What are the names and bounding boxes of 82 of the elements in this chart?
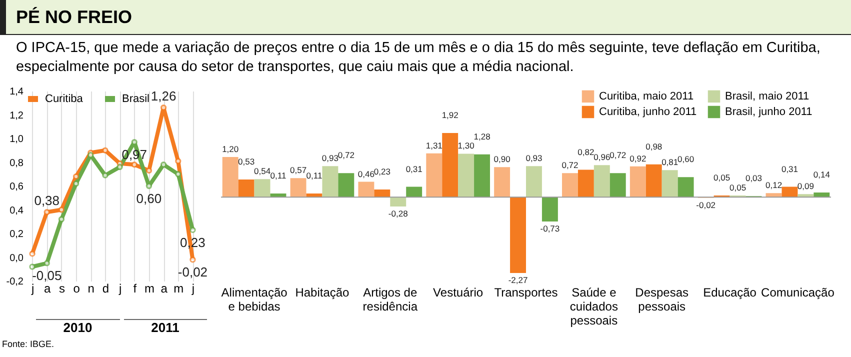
x-tick-label: Habitação — [295, 286, 350, 300]
data-label: 0,38 — [34, 193, 60, 208]
legend-label: Brasil, maio 2011 — [725, 90, 810, 102]
x-tick-label: Comunicação — [761, 286, 835, 300]
y-tick-label: 0,0 — [10, 252, 24, 264]
data-label: 0,12 — [765, 180, 782, 190]
y-tick-label: 1,2 — [10, 110, 24, 122]
legend-label: Curitiba — [45, 93, 84, 105]
chart-title: PÉ NO FREIO — [0, 0, 851, 35]
data-label: 0,14 — [813, 169, 830, 180]
data-label: 0,93 — [526, 153, 543, 164]
y-tick-label: 0,8 — [10, 158, 24, 169]
data-label: 0,72 — [562, 160, 579, 170]
x-tick-label: j — [118, 282, 122, 296]
data-label: 0,23 — [374, 166, 391, 176]
data-label: 1,26 — [150, 88, 176, 104]
data-label: -2,27 — [508, 275, 528, 285]
data-label: 0,54 — [254, 166, 271, 176]
text: O IPCA-15, que mede a variação de preços entre o dia 15 de um mês e o dia 15 do mês seguinte, teve deflação em Curitiba, especialmente por causa do setor de transportes, que caiu mais que a média nacional. — [15, 39, 822, 77]
x-tick-label: j — [190, 282, 195, 296]
data-label: 0,31 — [781, 164, 798, 174]
y-tick-label: -0,2 — [6, 276, 24, 288]
y-tick-label: 1,0 — [10, 134, 24, 145]
data-label: -0,73 — [540, 224, 560, 234]
legend-label: Brasil, junho 2011 — [725, 106, 812, 118]
data-label: 0,81 — [662, 157, 678, 168]
data-label: 0,05 — [729, 182, 746, 192]
data-label: 0,05 — [714, 172, 730, 182]
x-tick-label: n — [88, 282, 94, 296]
x-tick-label: m — [144, 282, 154, 296]
text: 2010 — [36, 319, 120, 335]
data-label: 1,28 — [474, 131, 491, 142]
x-tick-label: j — [30, 282, 34, 296]
x-tick-label: f — [133, 282, 138, 296]
data-label: 0,72 — [610, 150, 626, 160]
data-label: 1,31 — [426, 140, 443, 150]
x-tick-label: Despesas pessoais — [635, 286, 689, 314]
data-label: 0,09 — [797, 181, 814, 192]
data-label: 0,96 — [594, 152, 610, 162]
data-label: -0,05 — [32, 268, 62, 284]
x-tick-label: a — [160, 282, 168, 296]
y-tick-label: 0,4 — [10, 205, 24, 216]
x-tick-label: m — [174, 282, 184, 296]
data-label: -0,02 — [696, 200, 716, 210]
x-tick-label: Artigos de residência — [362, 286, 418, 314]
data-label: 0,57 — [290, 165, 307, 176]
data-label: 0,46 — [358, 168, 375, 179]
source-note: Fonte: IBGE. — [2, 339, 54, 349]
x-tick-label: o — [73, 282, 80, 296]
y-tick-label: 1,4 — [10, 86, 24, 98]
x-tick-label: Educação — [703, 286, 757, 300]
data-label: 0,11 — [306, 170, 322, 180]
legend-label: Brasil — [122, 93, 150, 105]
x-tick-label: Transportes — [494, 286, 558, 300]
x-tick-label: a — [44, 282, 52, 296]
data-label: 0,03 — [745, 173, 762, 184]
data-label: -0,02 — [178, 264, 208, 280]
data-label: 1,20 — [222, 144, 239, 154]
data-label: 1,92 — [442, 110, 459, 120]
data-label: 1,30 — [458, 140, 475, 151]
data-label: 0,92 — [630, 153, 646, 164]
legend-label: Curitiba, maio 2011 — [599, 90, 694, 102]
data-label: -0,28 — [388, 208, 408, 219]
legend-label: Curitiba, junho 2011 — [599, 106, 697, 118]
y-tick-label: 0,2 — [10, 229, 24, 240]
data-label: 0,53 — [238, 156, 255, 166]
data-label: 0,60 — [136, 191, 162, 206]
x-tick-label: Saúde e cuidados pessoais — [570, 286, 618, 328]
data-label: 0,31 — [406, 164, 423, 174]
data-label: 0,90 — [494, 154, 511, 164]
data-label: 0,60 — [678, 154, 694, 164]
data-label: 0,11 — [270, 170, 286, 180]
data-label: 0,72 — [338, 150, 355, 160]
text: 2011 — [124, 319, 207, 335]
x-tick-label: Alimentação e bebidas — [221, 286, 288, 314]
x-tick-label: s — [58, 282, 65, 296]
x-tick-label: d — [102, 282, 110, 296]
x-tick-label: Vestuário — [433, 286, 484, 300]
data-label: 0,82 — [578, 146, 594, 157]
data-label: 0,98 — [646, 141, 662, 152]
data-label: 0,93 — [322, 153, 339, 164]
y-tick-label: 0,6 — [10, 182, 24, 192]
